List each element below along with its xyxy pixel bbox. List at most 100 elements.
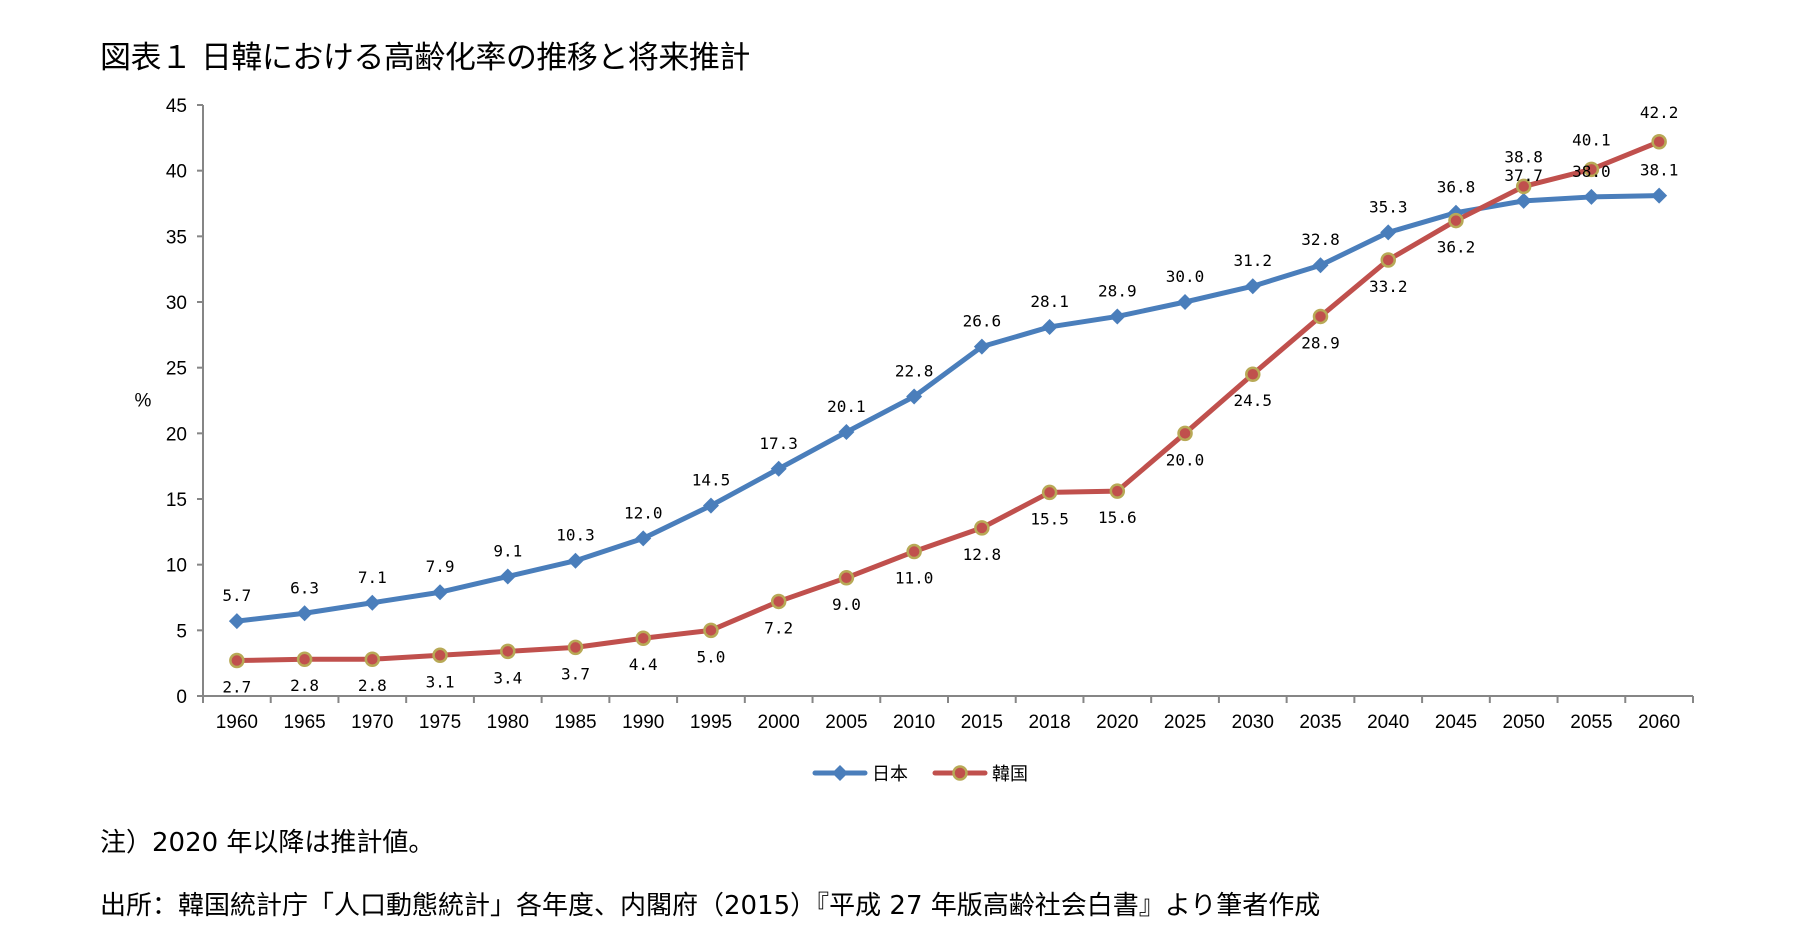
data-label-japan: 31.2 — [1234, 251, 1273, 270]
data-label-japan: 12.0 — [624, 503, 663, 522]
legend-label-korea: 韓国 — [992, 764, 1028, 785]
data-label-japan: 30.0 — [1166, 267, 1205, 286]
data-label-japan: 5.7 — [222, 586, 251, 605]
data-point-korea — [432, 647, 448, 664]
data-label-korea: 3.4 — [493, 668, 522, 687]
data-label-korea: 3.1 — [426, 672, 455, 691]
x-tick-label: 1985 — [554, 712, 596, 733]
data-label-japan: 37.7 — [1504, 166, 1543, 185]
data-label-japan: 9.1 — [493, 541, 522, 560]
x-tick-label: 2060 — [1638, 712, 1680, 733]
data-point-korea — [1245, 366, 1261, 382]
data-label-japan: 38.1 — [1640, 161, 1679, 180]
data-point-korea — [1651, 134, 1667, 150]
data-label-korea: 2.8 — [358, 676, 387, 695]
x-tick-label: 2045 — [1435, 712, 1477, 733]
data-label-korea: 38.8 — [1504, 147, 1543, 166]
data-label-korea: 40.1 — [1572, 130, 1611, 149]
data-label-korea: 36.2 — [1437, 238, 1476, 257]
data-point-korea — [974, 520, 990, 536]
data-point-japan — [364, 594, 381, 611]
data-point-japan — [1312, 257, 1329, 274]
data-point-japan — [635, 530, 652, 547]
x-tick-label: 2050 — [1503, 712, 1545, 733]
x-tick-label: 2055 — [1570, 712, 1612, 733]
y-tick-label: 30 — [166, 293, 187, 314]
data-point-japan — [973, 338, 990, 355]
data-point-korea — [1041, 484, 1058, 501]
data-point-japan — [499, 568, 516, 585]
data-point-korea — [770, 593, 787, 610]
series-line-korea — [234, 139, 1662, 664]
y-tick-label: 35 — [166, 227, 187, 248]
data-label-japan: 22.8 — [895, 362, 934, 381]
data-label-japan: 6.3 — [290, 578, 319, 597]
x-tick-label: 1980 — [487, 712, 529, 733]
data-label-japan: 7.1 — [358, 568, 387, 587]
data-point-korea — [1109, 483, 1126, 499]
data-label-japan: 20.1 — [827, 397, 866, 416]
x-tick-label: 2018 — [1028, 712, 1070, 733]
data-point-japan — [432, 584, 449, 601]
data-label-japan: 26.6 — [963, 312, 1002, 331]
legend-marker-korea — [952, 765, 968, 781]
y-tick-label: 20 — [166, 424, 187, 445]
data-label-korea: 5.0 — [697, 647, 726, 666]
data-point-korea — [1448, 212, 1464, 229]
x-tick-label: 1995 — [690, 712, 732, 733]
x-tick-label: 1970 — [351, 712, 393, 733]
legend-label-japan: 日本 — [872, 764, 908, 785]
data-label-japan: 10.3 — [556, 526, 595, 545]
data-label-korea: 9.0 — [832, 595, 861, 614]
footnote: 注）2020 年以降は推計値。 — [100, 828, 435, 858]
x-tick-label: 1975 — [419, 712, 461, 733]
series-lines — [234, 139, 1662, 664]
data-label-japan: 28.1 — [1030, 292, 1069, 311]
data-point-japan — [567, 552, 584, 569]
data-label-korea: 4.4 — [629, 655, 658, 674]
y-tick-label: 15 — [166, 490, 187, 511]
x-tick-label: 2020 — [1096, 712, 1138, 733]
data-label-korea: 20.0 — [1166, 450, 1205, 469]
data-point-japan — [1177, 294, 1194, 310]
data-point-japan — [770, 460, 787, 477]
data-label-korea: 15.5 — [1030, 509, 1069, 528]
data-point-korea — [906, 543, 922, 560]
x-tick-label: 2040 — [1367, 712, 1409, 733]
y-tick-label: 0 — [176, 687, 187, 708]
data-point-japan — [1583, 188, 1600, 205]
data-label-korea: 11.0 — [895, 569, 934, 588]
data-point-korea — [635, 630, 651, 646]
data-point-japan — [1109, 308, 1126, 325]
data-point-japan — [228, 613, 245, 630]
data-label-korea: 42.2 — [1640, 103, 1679, 122]
data-point-korea — [703, 622, 719, 639]
data-point-korea — [567, 639, 584, 656]
data-label-korea: 28.9 — [1301, 333, 1340, 352]
y-tick-label: 45 — [166, 96, 187, 117]
x-tick-label: 1965 — [283, 712, 325, 733]
data-point-japan — [702, 497, 719, 514]
series-markers — [228, 134, 1668, 669]
y-tick-label: 10 — [166, 556, 187, 577]
data-point-japan — [1041, 318, 1058, 335]
y-tick-label: 25 — [166, 359, 187, 380]
data-point-japan — [1515, 192, 1532, 209]
y-tick-label: 5 — [176, 621, 187, 642]
data-label-korea: 33.2 — [1369, 277, 1408, 296]
data-label-korea: 3.7 — [561, 664, 590, 683]
y-tick-label: 40 — [166, 162, 187, 183]
x-tick-label: 1960 — [216, 712, 258, 733]
data-label-japan: 35.3 — [1369, 197, 1408, 216]
legend: 日本 韓国 — [812, 764, 1028, 785]
series-line-japan — [234, 193, 1662, 624]
data-point-korea — [1583, 161, 1600, 178]
x-tick-label: 2030 — [1232, 712, 1274, 733]
data-point-korea — [296, 651, 313, 667]
data-labels: 5.7 6.3 7.1 7.9 9.1 10.3 12.0 14.5 17.3 20.1 22.8 2… — [222, 103, 1678, 697]
data-point-japan — [1380, 224, 1397, 241]
x-tick-label: 2005 — [825, 712, 867, 733]
data-label-korea: 24.5 — [1234, 391, 1273, 410]
x-tick-label: 2025 — [1164, 712, 1206, 733]
